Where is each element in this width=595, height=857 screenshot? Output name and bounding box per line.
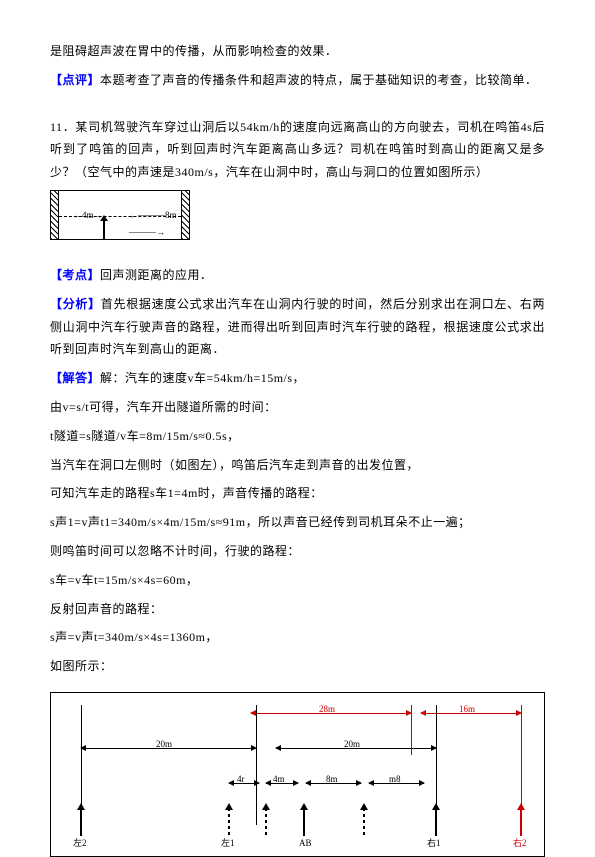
dianping-section: 【点评】本题考查了声音的传播条件和超声波的特点，属于基础知识的考查，比较简单． — [50, 69, 545, 92]
kaodian-text: 回声测距离的应用． — [100, 268, 213, 282]
label-ab: AB — [299, 835, 312, 852]
solution-diagram: 28m 16m 20m 20m 4r 4m 8m m8 左2 左1 AB 右1 … — [50, 692, 545, 857]
jieda-line-8: s车=v车t=15m/s×4s=60m， — [50, 569, 545, 592]
jieda-line-9: 反射回声音的路程： — [50, 598, 545, 621]
dianping-label: 【点评】 — [50, 73, 100, 87]
question-11: 11．某司机驾驶汽车穿过山洞后以54km/h的速度向远离高山的方向驶去，司机在鸣… — [50, 116, 545, 184]
tunnel-diagram: ←4m→ ←———8m———→ — [50, 190, 190, 240]
question-text: 某司机驾驶汽车穿过山洞后以54km/h的速度向远离高山的方向驶去，司机在鸣笛4s… — [50, 120, 545, 180]
label-8m: ←———8m———→ — [129, 207, 189, 241]
jieda-line-4: 当汽车在洞口左侧时（如图左），鸣笛后汽车走到声音的出发位置， — [50, 454, 545, 477]
fenxi-section: 【分析】首先根据速度公式求出汽车在山洞内行驶的时间，然后分别求出在洞口左、右两侧… — [50, 293, 545, 361]
jieda-line-7: 则鸣笛时间可以忽略不计时间，行驶的路程： — [50, 540, 545, 563]
fenxi-text: 首先根据速度公式求出汽车在山洞内行驶的时间，然后分别求出在洞口左、右两侧山洞中汽… — [50, 297, 545, 357]
kaodian-section: 【考点】回声测距离的应用． — [50, 264, 545, 287]
jieda-line-2: 由v=s/t可得，汽车开出隧道所需的时间： — [50, 396, 545, 419]
jieda-line-10: s声=v声t=340m/s×4s=1360m， — [50, 626, 545, 649]
kaodian-label: 【考点】 — [50, 268, 100, 282]
dianping-text: 本题考查了声音的传播条件和超声波的特点，属于基础知识的考查，比较简单． — [100, 73, 538, 87]
label-left1: 左1 — [221, 835, 235, 852]
label-right1: 右1 — [427, 835, 441, 852]
jieda-section: 【解答】解：汽车的速度v车=54km/h=15m/s， — [50, 367, 545, 390]
jieda-label: 【解答】 — [50, 371, 100, 385]
label-8m: 8m — [326, 771, 338, 788]
label-16m: 16m — [459, 701, 475, 718]
jieda-line-3: t隧道=s隧道/v车=8m/15m/s≈0.5s， — [50, 425, 545, 448]
wall-left-hatch — [51, 191, 59, 239]
fenxi-label: 【分析】 — [50, 297, 101, 311]
label-4m: ←4m→ — [73, 207, 103, 224]
jieda-line-1: 解：汽车的速度v车=54km/h=15m/s， — [100, 371, 305, 385]
vline-3 — [411, 705, 412, 755]
jieda-line-5: 可知汽车走的路程s车1=4m时，声音传播的路程： — [50, 482, 545, 505]
jieda-line-11: 如图所示： — [50, 655, 545, 678]
label-4r: 4r — [237, 771, 245, 788]
label-28m: 28m — [319, 701, 335, 718]
label-left2: 左2 — [73, 835, 87, 852]
label-20m-left: 20m — [156, 736, 172, 753]
label-right2: 右2 — [513, 835, 527, 852]
jieda-line-6: s声1=v声t1=340m/s×4m/15m/s≈91m，所以声音已经传到司机耳… — [50, 511, 545, 534]
label-20m-right: 20m — [344, 736, 360, 753]
label-m8: m8 — [389, 771, 401, 788]
paragraph-continuation: 是阻碍超声波在胃中的传播，从而影响检查的效果． — [50, 40, 545, 63]
label-4m: 4m — [273, 771, 285, 788]
question-number: 11． — [50, 120, 75, 134]
vline-2 — [256, 705, 257, 825]
